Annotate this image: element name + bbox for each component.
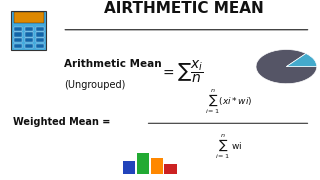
Bar: [137, 153, 149, 174]
Bar: [164, 164, 177, 174]
Bar: [14, 44, 22, 48]
Bar: [14, 27, 22, 31]
Text: Arithmetic Mean: Arithmetic Mean: [64, 59, 162, 69]
Text: $\sum_{i=1}^{n}$ wi: $\sum_{i=1}^{n}$ wi: [215, 132, 243, 161]
Bar: [151, 158, 163, 174]
Bar: [14, 38, 22, 42]
Bar: [25, 32, 33, 37]
Bar: [36, 32, 44, 37]
Bar: [36, 38, 44, 42]
Text: $\sum_{i=1}^{n}(xi * wi)$: $\sum_{i=1}^{n}(xi * wi)$: [205, 87, 252, 116]
Bar: [36, 44, 44, 48]
Text: Weighted Mean =: Weighted Mean =: [13, 117, 110, 127]
Bar: [14, 12, 44, 23]
Text: AIRTHMETIC MEAN: AIRTHMETIC MEAN: [104, 1, 264, 16]
Bar: [14, 32, 22, 37]
Bar: [25, 44, 33, 48]
Bar: [25, 27, 33, 31]
Bar: [36, 27, 44, 31]
Wedge shape: [286, 53, 317, 67]
Bar: [25, 38, 33, 42]
Text: (Ungrouped): (Ungrouped): [64, 80, 125, 91]
Bar: [11, 11, 46, 50]
Bar: [123, 161, 135, 174]
Wedge shape: [256, 50, 317, 84]
Text: $= \sum\dfrac{x_i}{n}$: $= \sum\dfrac{x_i}{n}$: [160, 59, 204, 85]
